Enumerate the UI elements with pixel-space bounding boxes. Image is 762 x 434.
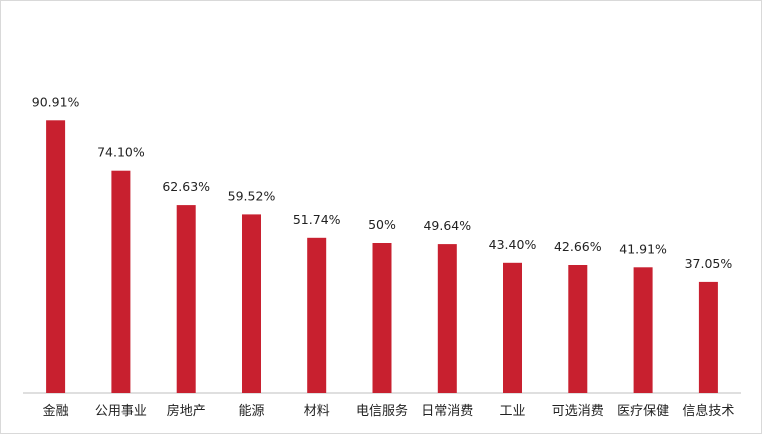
category-label-10: 信息技术 [682, 403, 734, 419]
category-label-3: 能源 [238, 404, 264, 419]
bar-0 [46, 120, 66, 394]
category-label-4: 材料 [304, 404, 330, 419]
value-label-2: 62.63% [162, 179, 210, 194]
bar-2 [176, 205, 196, 393]
value-label-0: 90.91% [32, 94, 80, 109]
category-label-9: 医疗保健 [617, 404, 669, 419]
category-label-8: 可选消费 [552, 404, 604, 419]
category-label-1: 公用事业 [95, 404, 147, 419]
category-label-0: 金融 [43, 403, 69, 419]
value-label-8: 42.66% [554, 239, 602, 254]
category-label-6: 日常消费 [421, 404, 473, 419]
bar-6 [437, 244, 457, 393]
value-label-7: 43.40% [489, 237, 537, 252]
bar-10 [698, 281, 718, 393]
category-label-7: 工业 [499, 404, 525, 419]
value-label-5: 50% [368, 217, 396, 232]
category-label-2: 房地产 [167, 403, 206, 419]
bar-9 [633, 267, 653, 393]
bar-7 [503, 262, 522, 393]
value-label-6: 49.64% [423, 218, 471, 233]
bar-5 [372, 243, 392, 393]
value-label-1: 74.10% [97, 145, 145, 160]
bar-4 [307, 237, 327, 393]
value-label-4: 51.74% [293, 212, 341, 227]
value-label-10: 37.05% [685, 256, 733, 271]
bar-3 [242, 214, 261, 393]
bar-8 [568, 265, 588, 393]
bar-1 [111, 170, 131, 393]
value-label-9: 41.91% [619, 241, 667, 256]
value-label-3: 59.52% [228, 188, 276, 203]
category-label-5: 电信服务 [356, 403, 408, 419]
